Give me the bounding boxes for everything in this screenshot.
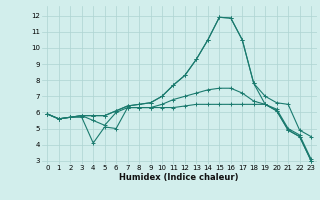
- X-axis label: Humidex (Indice chaleur): Humidex (Indice chaleur): [119, 173, 239, 182]
